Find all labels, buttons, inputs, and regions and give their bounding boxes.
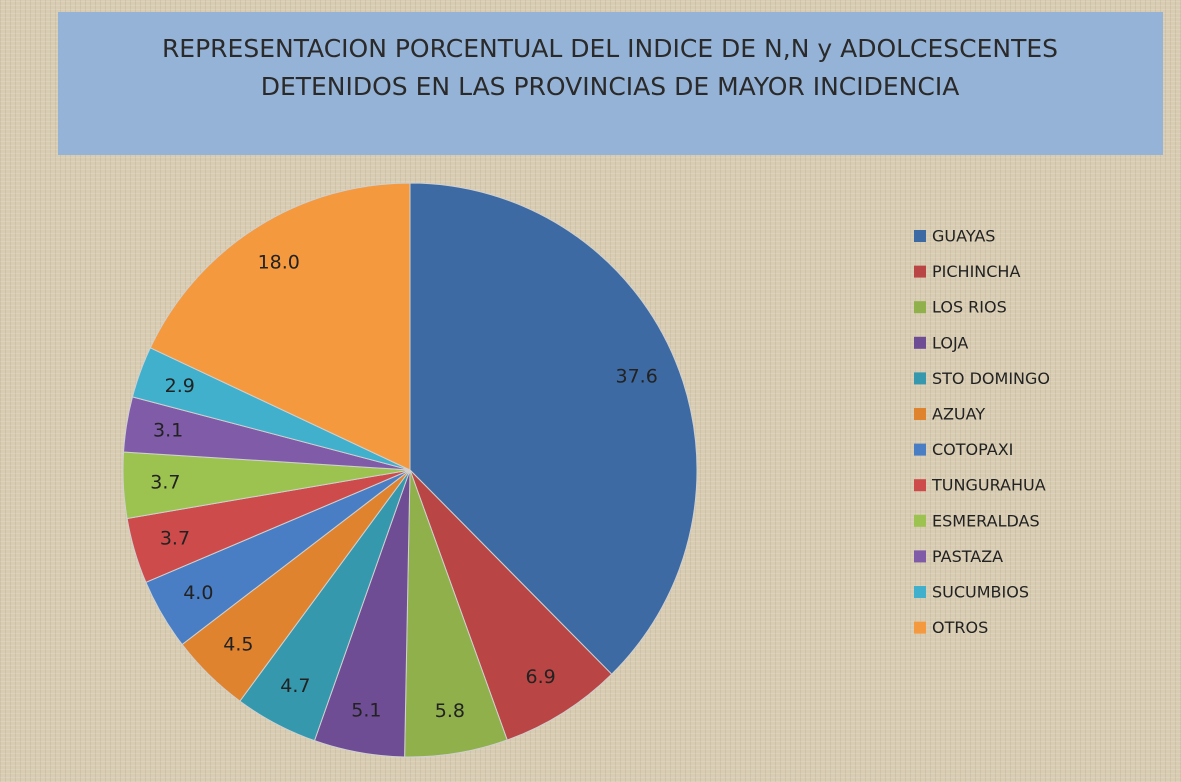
pie-slice [149, 182, 411, 471]
data-label: 4.5 [223, 633, 253, 655]
legend-label: STO DOMINGO [932, 369, 1050, 388]
legend-label: OTROS [932, 618, 988, 637]
chart-title: DETENIDOS EN LAS PROVINCIAS DE MAYOR INC… [261, 72, 960, 101]
legend-label: PASTAZA [932, 547, 1003, 566]
legend-swatch [914, 621, 926, 634]
data-label: 2.9 [165, 375, 195, 397]
legend-swatch [914, 550, 926, 563]
data-label: 5.1 [351, 700, 381, 722]
legend-label: AZUAY [932, 405, 985, 424]
legend-label: SUCUMBIOS [932, 583, 1029, 602]
legend-swatch [914, 586, 926, 598]
data-label: 4.0 [183, 582, 213, 604]
legend-swatch [914, 408, 926, 420]
legend-swatch [914, 443, 926, 456]
pie-slice [409, 469, 613, 741]
data-label: 3.7 [160, 528, 190, 550]
legend-label: TUNGURAHUA [931, 476, 1046, 495]
legend-swatch [914, 514, 926, 527]
legend-swatch [914, 336, 926, 349]
legend-label: GUAYAS [932, 227, 995, 246]
data-label: 3.1 [153, 419, 183, 441]
legend-label: LOS RIOS [932, 298, 1007, 317]
legend-label: PICHINCHA [932, 262, 1020, 281]
data-label: 18.0 [258, 252, 300, 274]
data-label: 4.7 [280, 675, 310, 697]
legend-swatch [914, 372, 926, 385]
data-label: 37.6 [615, 365, 657, 387]
data-label: 5.8 [435, 700, 465, 722]
title-box [58, 12, 1163, 155]
chart-title: REPRESENTACION PORCENTUAL DEL INDICE DE … [162, 34, 1058, 63]
legend-swatch [914, 301, 926, 314]
data-label: 6.9 [526, 666, 556, 688]
legend-swatch [914, 479, 926, 492]
legend-swatch [914, 230, 926, 242]
pie-slice [409, 182, 698, 675]
legend-label: COTOPAXI [932, 440, 1013, 459]
legend-swatch [914, 265, 926, 278]
legend-label: ESMERALDAS [932, 511, 1040, 530]
data-label: 3.7 [150, 472, 180, 494]
legend-label: LOJA [932, 333, 968, 352]
